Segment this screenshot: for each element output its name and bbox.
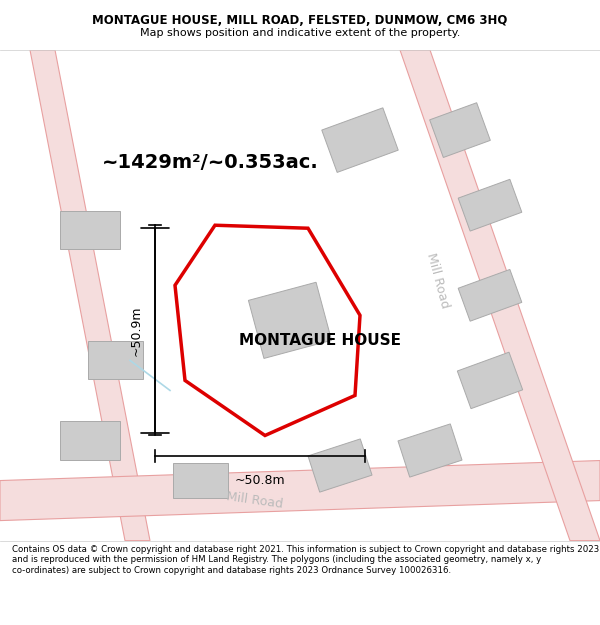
Polygon shape: [308, 439, 372, 492]
Polygon shape: [30, 50, 150, 541]
Text: Mill Road: Mill Road: [424, 251, 452, 309]
Polygon shape: [60, 421, 120, 459]
Text: ~50.8m: ~50.8m: [235, 474, 286, 486]
Text: ~1429m²/~0.353ac.: ~1429m²/~0.353ac.: [101, 152, 319, 172]
Text: MONTAGUE HOUSE, MILL ROAD, FELSTED, DUNMOW, CM6 3HQ: MONTAGUE HOUSE, MILL ROAD, FELSTED, DUNM…: [92, 14, 508, 27]
Text: ~50.9m: ~50.9m: [130, 305, 143, 356]
Polygon shape: [400, 50, 600, 541]
Polygon shape: [458, 179, 522, 231]
Text: Map shows position and indicative extent of the property.: Map shows position and indicative extent…: [140, 28, 460, 38]
Polygon shape: [398, 424, 462, 477]
Text: MONTAGUE HOUSE: MONTAGUE HOUSE: [239, 333, 401, 348]
Polygon shape: [60, 211, 120, 249]
Polygon shape: [88, 341, 143, 379]
Text: Mill Road: Mill Road: [226, 490, 284, 511]
Polygon shape: [322, 108, 398, 172]
Polygon shape: [458, 269, 522, 321]
Polygon shape: [0, 461, 600, 521]
Polygon shape: [430, 102, 490, 158]
Polygon shape: [173, 463, 227, 498]
Polygon shape: [248, 282, 332, 358]
Text: Contains OS data © Crown copyright and database right 2021. This information is : Contains OS data © Crown copyright and d…: [12, 545, 599, 574]
Polygon shape: [457, 352, 523, 409]
